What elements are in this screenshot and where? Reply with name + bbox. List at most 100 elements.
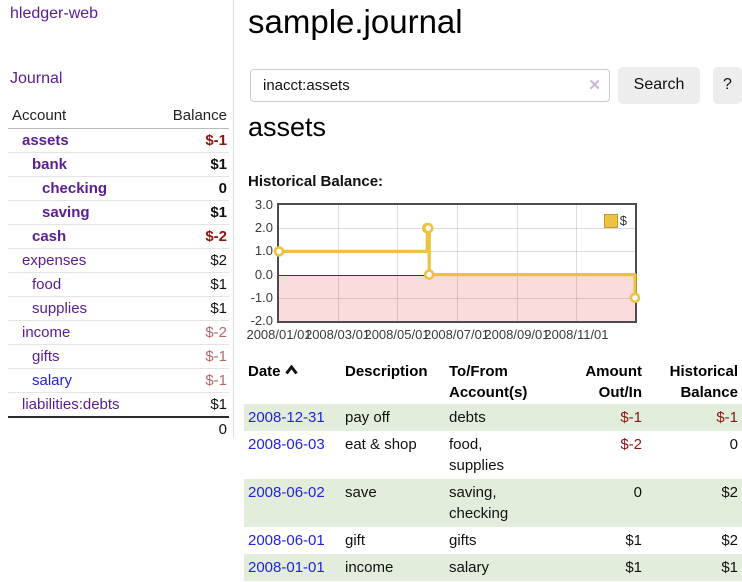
- transaction-amount: $-2: [620, 436, 642, 453]
- data-point-marker: [629, 292, 641, 304]
- x-tick-label: 2008/07/01: [423, 327, 490, 342]
- app-brand-link[interactable]: hledger-web: [10, 5, 99, 22]
- data-point-marker: [423, 269, 435, 280]
- account-link[interactable]: food: [32, 276, 62, 293]
- transaction-amount: 0: [633, 484, 642, 501]
- x-tick-label: 2008/11/01: [544, 327, 609, 342]
- transaction-description: income: [345, 559, 394, 576]
- transaction-balance: $2: [721, 532, 738, 549]
- sidebar-account-row-saving: saving $1: [8, 201, 229, 225]
- transaction-date-link[interactable]: 2008-06-01: [248, 532, 325, 549]
- gridline: [397, 205, 399, 321]
- register-table: Date Description To/From Account(s) Amount Ou…: [244, 360, 742, 581]
- transaction-description: gift: [345, 532, 366, 549]
- y-tick-label: -2.0: [250, 313, 273, 328]
- account-link[interactable]: assets: [22, 132, 69, 149]
- transaction-description: eat & shop: [345, 436, 417, 453]
- y-tick-label: 3.0: [254, 197, 273, 212]
- register-header-date[interactable]: Date: [244, 360, 341, 404]
- register-header-description: Description: [345, 363, 428, 380]
- y-tick-label: 0.0: [254, 266, 273, 282]
- gridline: [456, 205, 458, 321]
- transaction-balance: 0: [729, 436, 738, 453]
- account-balance: $1: [210, 204, 227, 221]
- transaction-balance: $1: [721, 559, 738, 576]
- account-link[interactable]: bank: [32, 156, 68, 173]
- sidebar-account-row-bank: bank $1: [8, 153, 229, 177]
- search-input[interactable]: [250, 68, 610, 102]
- data-point-marker: [273, 246, 285, 257]
- account-link[interactable]: liabilities:debts: [22, 396, 120, 413]
- sidebar-item-journal[interactable]: Journal: [10, 70, 63, 87]
- account-balance: $-1: [205, 372, 227, 389]
- x-tick-label: 2008/09/01: [484, 327, 550, 342]
- search-button[interactable]: Search: [618, 66, 700, 104]
- transaction-date-link[interactable]: 2008-12-31: [248, 409, 325, 426]
- transaction-accounts: gifts: [449, 532, 477, 549]
- gridline: [279, 297, 635, 299]
- sidebar-account-row-income: income $-2: [8, 321, 229, 345]
- account-link[interactable]: saving: [42, 204, 90, 221]
- chart-section-label: Historical Balance:: [248, 173, 384, 190]
- account-link[interactable]: cash: [32, 228, 67, 245]
- accounts-header-balance: Balance: [172, 107, 227, 124]
- sidebar-account-row-food: food $1: [8, 273, 229, 297]
- chart-legend: $: [603, 213, 627, 228]
- balance-series-line: [273, 222, 641, 304]
- register-row: 2008-06-02 save saving, checking 0 $2: [244, 479, 742, 527]
- transaction-date-link[interactable]: 2008-06-03: [248, 436, 325, 453]
- register-row: 2008-12-31 pay off debts $-1 $-1: [244, 404, 742, 431]
- account-link[interactable]: salary: [32, 372, 73, 389]
- search-box: ✕: [250, 68, 610, 102]
- register-row: 2008-01-01 income salary $1 $1: [244, 554, 742, 581]
- account-link[interactable]: expenses: [22, 252, 87, 269]
- account-balance: $1: [210, 300, 227, 317]
- account-balance: $2: [210, 252, 227, 269]
- transaction-accounts: debts: [449, 409, 486, 426]
- sidebar-account-row-gifts: gifts $-1: [8, 345, 229, 369]
- register-row: 2008-06-03 eat & shop food, supplies $-2 0: [244, 431, 742, 479]
- x-tick-label: 2008/03/01: [304, 327, 371, 342]
- data-point-marker: [422, 222, 434, 234]
- transaction-accounts: saving, checking: [449, 484, 509, 522]
- search-clear-icon[interactable]: ✕: [588, 76, 601, 94]
- y-tick-label: -1.0: [250, 289, 273, 305]
- register-header-tofrom: To/From Account(s): [449, 363, 528, 401]
- register-header-historical: Historical Balance: [669, 363, 738, 401]
- transaction-accounts: salary: [449, 559, 490, 576]
- account-link[interactable]: income: [22, 324, 71, 341]
- main-content: sample.journal ✕ Search ? assets Histori…: [244, 0, 742, 582]
- account-balance: $-2: [205, 324, 227, 341]
- legend-label: $: [619, 213, 627, 228]
- x-tick-label: 2008/01/01: [246, 327, 312, 342]
- accounts-total-value: 0: [218, 421, 227, 438]
- accounts-total-row: 0: [8, 418, 229, 441]
- transaction-date-link[interactable]: 2008-01-01: [248, 559, 325, 576]
- sidebar-account-row-cash: cash $-2: [8, 225, 229, 249]
- gridline: [576, 205, 578, 321]
- search-help-button[interactable]: ?: [713, 66, 742, 104]
- account-balance: $-1: [205, 348, 227, 365]
- account-balance: 0: [218, 180, 227, 197]
- sidebar-account-row-expenses: expenses $2: [8, 249, 229, 273]
- account-link[interactable]: checking: [42, 180, 108, 197]
- historical-balance-chart: $ 3.0 2.0 1.0 0.0 -1.0 -2.0 2008/01/01 2008/03…: [246, 197, 742, 343]
- transaction-balance: $-1: [716, 409, 738, 426]
- transaction-amount: $1: [625, 532, 642, 549]
- sidebar: hledger-web Journal Account Balance asse…: [0, 0, 234, 438]
- legend-swatch-icon: [603, 213, 618, 228]
- account-title: assets: [248, 112, 327, 142]
- sidebar-account-row-assets: assets $-1: [8, 129, 229, 153]
- transaction-description: pay off: [345, 409, 390, 426]
- transaction-accounts: food, supplies: [449, 436, 505, 474]
- transaction-date-link[interactable]: 2008-06-02: [248, 484, 325, 501]
- account-balance: $1: [210, 276, 227, 293]
- account-link[interactable]: gifts: [32, 348, 60, 365]
- negative-value-region: [279, 274, 635, 321]
- transaction-description: save: [345, 484, 377, 501]
- y-tick-label: 1.0: [254, 243, 273, 259]
- account-link[interactable]: supplies: [32, 300, 88, 317]
- x-tick-label: 2008/05/01: [364, 327, 430, 342]
- accounts-rows: assets $-1 bank $1 checking 0 saving $1 cash $-2 e…: [8, 129, 229, 418]
- register-header-row: Date Description To/From Account(s) Amount Ou…: [244, 360, 742, 404]
